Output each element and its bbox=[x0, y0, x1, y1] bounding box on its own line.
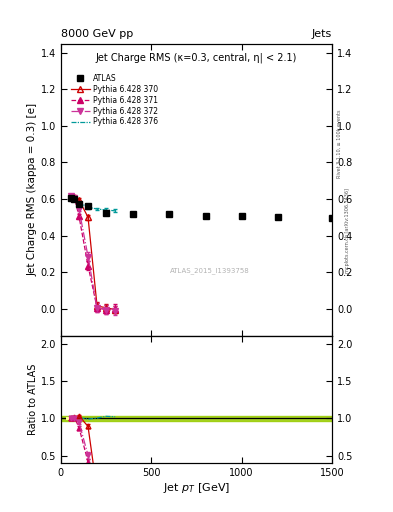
Bar bbox=[66, 417, 75, 419]
Text: mcplots.cern.ch [arXiv:1306.3436]: mcplots.cern.ch [arXiv:1306.3436] bbox=[345, 188, 350, 273]
Text: ATLAS_2015_I1393758: ATLAS_2015_I1393758 bbox=[170, 267, 250, 273]
Legend: ATLAS, Pythia 6.428 370, Pythia 6.428 371, Pythia 6.428 372, Pythia 6.428 376: ATLAS, Pythia 6.428 370, Pythia 6.428 37… bbox=[68, 71, 162, 130]
Text: Rivet 3.1.10, ≥ 100k events: Rivet 3.1.10, ≥ 100k events bbox=[337, 109, 342, 178]
X-axis label: Jet $p_{T}$ [GeV]: Jet $p_{T}$ [GeV] bbox=[163, 481, 230, 495]
Y-axis label: Jet Charge RMS (kappa = 0.3) [e]: Jet Charge RMS (kappa = 0.3) [e] bbox=[28, 103, 38, 276]
Text: Jet Charge RMS (κ=0.3, central, η| < 2.1): Jet Charge RMS (κ=0.3, central, η| < 2.1… bbox=[96, 52, 297, 63]
Y-axis label: Ratio to ATLAS: Ratio to ATLAS bbox=[28, 364, 38, 435]
Bar bbox=[61, 416, 332, 421]
Text: 8000 GeV pp: 8000 GeV pp bbox=[61, 29, 133, 39]
Text: Jets: Jets bbox=[312, 29, 332, 39]
